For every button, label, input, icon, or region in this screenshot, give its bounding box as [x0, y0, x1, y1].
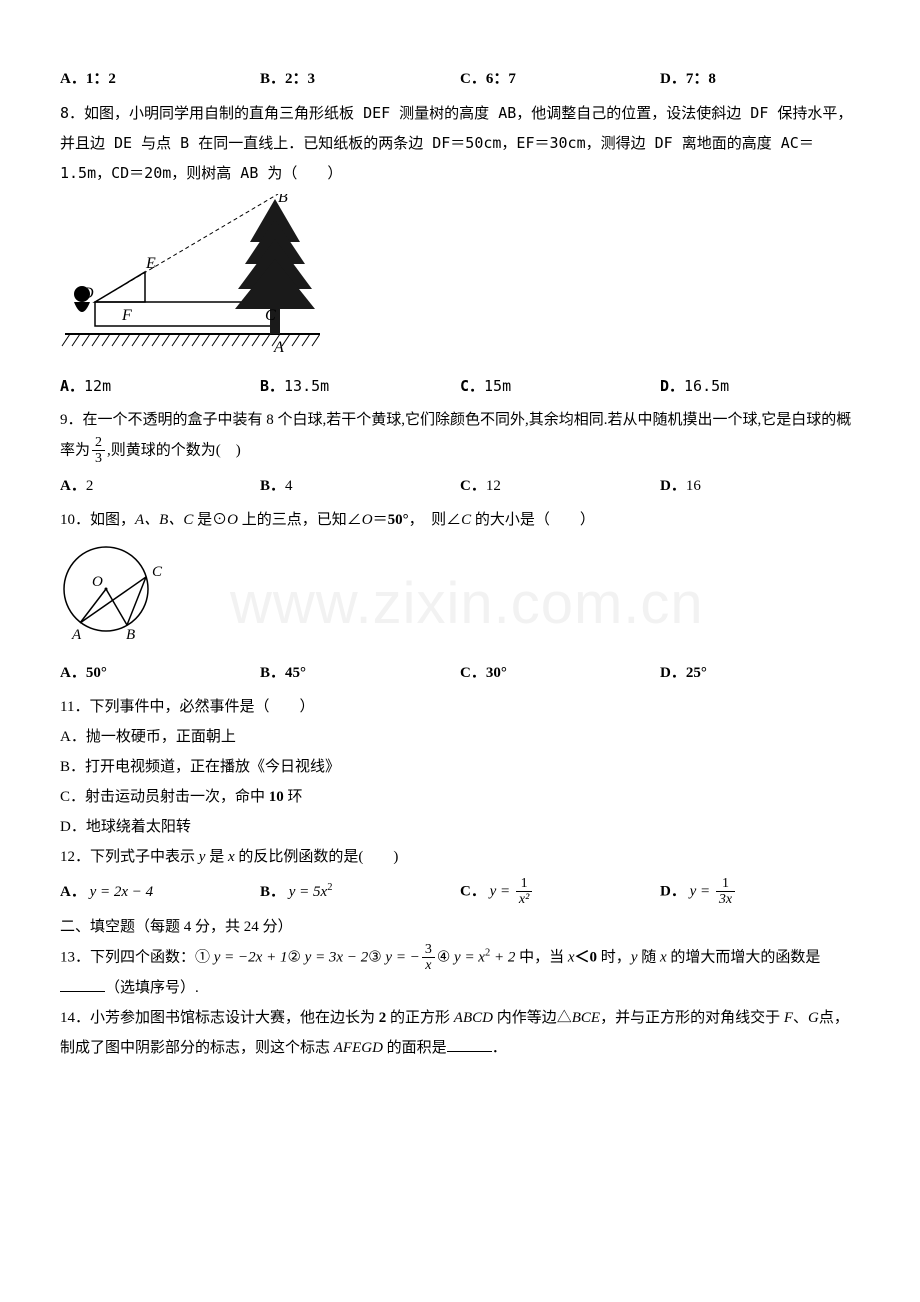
- q8-opt-a: A．A．12m12m: [60, 371, 260, 401]
- q12-opt-a: A． y = 2x − 4: [60, 877, 260, 907]
- q10-opt-c: C．30°: [460, 658, 660, 688]
- q9-opt-a: A．2: [60, 471, 260, 501]
- q12-text: 12．下列式子中表示 y 是 x 的反比例函数的是( ): [60, 842, 860, 872]
- q11-text: 11．下列事件中，必然事件是（ ）: [60, 692, 860, 722]
- q8-options: A．A．12m12m B．13.5m C．15m D．16.5m: [60, 371, 860, 401]
- q7-opt-b: B．2：3: [260, 64, 460, 94]
- q9-frac: 23: [92, 435, 105, 467]
- q8-label-C: C: [265, 307, 276, 324]
- q12-opt-b: B． y = 5x2: [260, 877, 460, 907]
- q8-label-B: B: [278, 194, 288, 206]
- q8-opt-b: B．13.5m: [260, 371, 460, 401]
- q12-opt-d: D． y = 13x: [660, 876, 860, 908]
- q8-label-A: A: [273, 339, 284, 354]
- q9-suffix: ,则黄球的个数为( ): [107, 442, 241, 458]
- q10-options: A．50° B．45° C．30° D．25°: [60, 658, 860, 688]
- q7-options: A．1：2 B．2：3 C．6：7 D．7：8: [60, 64, 860, 94]
- q14-text: 14．小芳参加图书馆标志设计大赛，他在边长为 2 的正方形 ABCD 内作等边△…: [60, 1003, 860, 1063]
- q10-opt-b: B．45°: [260, 658, 460, 688]
- q13-blank: [60, 976, 105, 992]
- q8-figure: B E D F C A: [60, 194, 860, 365]
- q9-opt-c: C．12: [460, 471, 660, 501]
- q10-text: 10．如图，A、B、C 是⊙O 上的三点，已知∠O＝50°， 则∠C 的大小是（…: [60, 505, 860, 535]
- svg-text:B: B: [126, 627, 135, 641]
- q12-options: A． y = 2x − 4 B． y = 5x2 C． y = 1x² D． y…: [60, 876, 860, 908]
- q10-figure: O C A B: [60, 541, 860, 652]
- q13-blank-line: （选填序号）.: [60, 973, 860, 1003]
- q9-opt-d: D．16: [660, 471, 860, 501]
- q9-options: A．2 B．4 C．12 D．16: [60, 471, 860, 501]
- q9-text: 9．在一个不透明的盒子中装有 8 个白球,若干个黄球,它们除颜色不同外,其余均相…: [60, 405, 860, 467]
- q12-opt-c: C． y = 1x²: [460, 876, 660, 908]
- svg-text:A: A: [71, 627, 82, 641]
- q11-opt-a: A．抛一枚硬币，正面朝上: [60, 722, 860, 752]
- q8-opt-c: C．15m: [460, 371, 660, 401]
- q8-label-F: F: [121, 307, 132, 324]
- q11-opt-d: D．地球绕着太阳转: [60, 812, 860, 842]
- q7-opt-c: C．6：7: [460, 64, 660, 94]
- svg-text:C: C: [152, 564, 163, 580]
- q14-blank: [447, 1036, 492, 1052]
- q7-opt-a: A．1：2: [60, 64, 260, 94]
- q7-opt-d: D．7：8: [660, 64, 860, 94]
- q11-opt-b: B．打开电视频道，正在播放《今日视线》: [60, 752, 860, 782]
- q13-text: 13．下列四个函数：① y = −2x + 1② y = 3x − 2③ y =…: [60, 942, 860, 974]
- q10-opt-d: D．25°: [660, 658, 860, 688]
- q10-opt-a: A．50°: [60, 658, 260, 688]
- q8-opt-d: D．16.5m: [660, 371, 860, 401]
- svg-text:O: O: [92, 574, 103, 590]
- q8-label-D: D: [81, 285, 94, 302]
- q8-label-E: E: [145, 255, 156, 272]
- section2-heading: 二、填空题（每题 4 分，共 24 分）: [60, 912, 860, 942]
- q9-opt-b: B．4: [260, 471, 460, 501]
- q8-text: 8．如图，小明同学用自制的直角三角形纸板 DEF 测量树的高度 AB，他调整自己…: [60, 98, 860, 188]
- q11-opt-c: C．射击运动员射击一次，命中 10 环: [60, 782, 860, 812]
